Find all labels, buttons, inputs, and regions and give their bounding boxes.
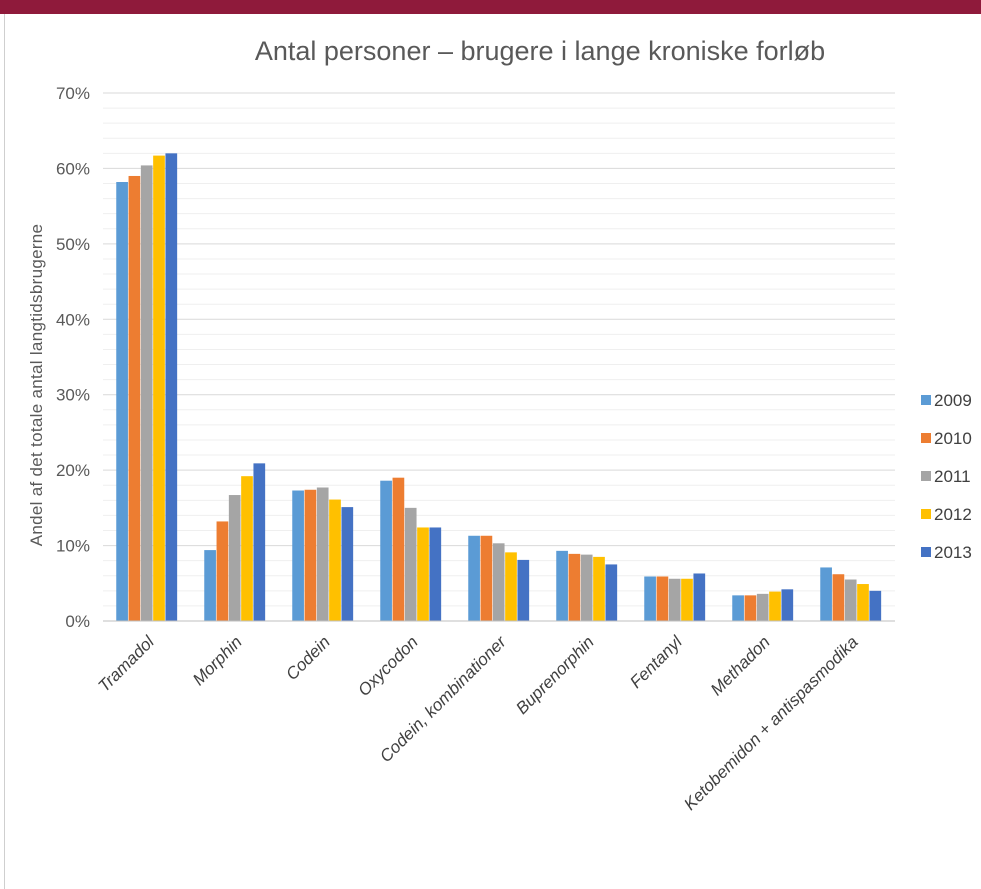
y-tick-label: 50% — [56, 235, 90, 254]
bar-2010 — [392, 477, 405, 621]
bar-2009 — [644, 576, 656, 621]
bar-2009 — [468, 535, 480, 621]
y-tick-label: 60% — [56, 159, 90, 178]
bar-2013 — [781, 589, 794, 621]
bar-2010 — [832, 574, 845, 621]
bar-2011 — [844, 579, 857, 621]
x-tick-label: Ketobemidon + antispasmodika — [680, 632, 862, 814]
bar-2013 — [693, 573, 706, 621]
y-tick-label: 10% — [56, 537, 90, 556]
bar-2012 — [153, 155, 165, 621]
bar-2012 — [505, 552, 517, 621]
bar-2013 — [429, 527, 442, 621]
bar-2009 — [116, 182, 128, 621]
legend-swatch-2013 — [921, 547, 931, 557]
x-tick-label: Methadon — [707, 632, 774, 699]
chart-title: Antal personer – brugere i lange kronisk… — [255, 36, 825, 66]
legend-label-2012: 2012 — [934, 505, 972, 524]
bar-2013 — [605, 564, 618, 621]
bar-2010 — [304, 489, 317, 621]
bar-2013 — [869, 590, 882, 621]
x-tick-label: Buprenorphin — [512, 632, 598, 718]
bar-2009 — [732, 595, 744, 621]
bar-2011 — [756, 593, 769, 621]
y-tick-label: 30% — [56, 386, 90, 405]
bar-2011 — [404, 507, 417, 621]
bar-2013 — [253, 463, 266, 621]
bar-2012 — [857, 584, 869, 621]
legend-swatch-2010 — [921, 433, 931, 443]
bar-2012 — [329, 499, 341, 621]
bar-2011 — [580, 554, 593, 621]
bar-2009 — [556, 550, 568, 621]
bars — [116, 153, 882, 622]
x-tick-label: Oxycodon — [354, 632, 422, 700]
bar-2010 — [128, 175, 141, 621]
bar-2013 — [517, 559, 530, 621]
x-tick-label: Tramadol — [95, 632, 159, 696]
bar-2010 — [568, 553, 581, 621]
bar-2010 — [480, 535, 493, 621]
bar-2009 — [380, 480, 392, 621]
y-tick-label: 70% — [56, 84, 90, 103]
bar-2012 — [769, 591, 781, 621]
y-tick-label: 20% — [56, 461, 90, 480]
bar-2011 — [492, 543, 505, 621]
bar-2010 — [656, 576, 669, 621]
x-tick-label: Fentanyl — [626, 632, 686, 692]
bar-2011 — [668, 578, 681, 621]
bar-2010 — [216, 521, 229, 621]
bar-2009 — [204, 550, 216, 621]
legend-swatch-2011 — [921, 471, 931, 481]
bar-2011 — [140, 165, 153, 621]
bar-2011 — [228, 495, 241, 621]
bar-2011 — [316, 487, 329, 621]
legend-label-2010: 2010 — [934, 429, 972, 448]
bar-2012 — [417, 527, 429, 621]
legend-label-2011: 2011 — [934, 467, 971, 486]
slide-frame — [4, 14, 980, 889]
bar-2012 — [241, 476, 253, 621]
y-tick-labels: 0% 10% 20% 30% 40% 50% 60% 70% — [56, 84, 90, 631]
bar-2012 — [593, 556, 605, 621]
bar-2013 — [341, 507, 354, 621]
y-tick-label: 40% — [56, 310, 90, 329]
y-tick-label: 0% — [65, 612, 90, 631]
bar-2009 — [820, 567, 832, 621]
legend-swatch-2009 — [921, 395, 931, 405]
bar-2013 — [165, 153, 178, 622]
legend-label-2013: 2013 — [934, 543, 972, 562]
legend-label-2009: 2009 — [934, 391, 972, 410]
legend: 2009 2010 2011 2012 2013 — [921, 391, 972, 562]
bar-2010 — [744, 595, 757, 621]
bar-2012 — [681, 578, 693, 621]
x-tick-label: Morphin — [189, 632, 246, 689]
top-accent-bar — [0, 0, 981, 14]
x-tick-label: Codein — [282, 632, 334, 684]
y-axis-title: Andel af det totale antal langtidsbruger… — [27, 224, 46, 547]
bar-2009 — [292, 490, 304, 621]
legend-swatch-2012 — [921, 509, 931, 519]
